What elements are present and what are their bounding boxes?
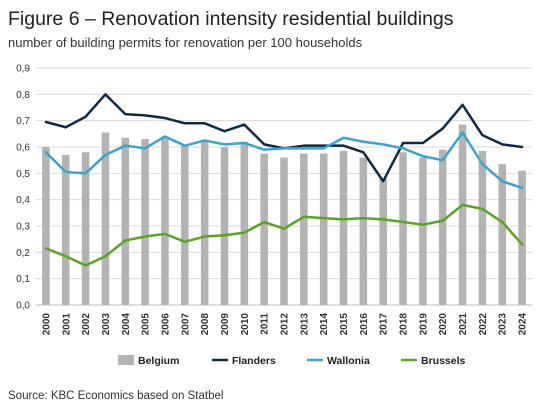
- bar-belgium-2024: [518, 170, 526, 305]
- y-tick-label: 0,0: [16, 301, 30, 312]
- y-tick-label: 0,8: [16, 90, 30, 101]
- x-tick-label: 2010: [240, 313, 251, 336]
- bar-belgium-2014: [319, 153, 328, 305]
- bar-belgium-2009: [220, 147, 229, 305]
- x-tick-label: 2005: [141, 313, 152, 336]
- x-tick-label: 2022: [478, 313, 489, 336]
- bar-belgium-2021: [458, 124, 467, 305]
- y-tick-label: 0,2: [16, 248, 30, 259]
- legend-label-belgium: Belgium: [138, 355, 179, 367]
- x-tick-label: 2002: [81, 313, 92, 336]
- x-tick-label: 2024: [518, 313, 529, 336]
- y-tick-label: 0,9: [16, 64, 30, 75]
- x-tick-label: 2018: [399, 313, 410, 336]
- source-note: Source: KBC Economics based on Statbel: [8, 390, 224, 402]
- legend-label-wallonia: Wallonia: [327, 355, 370, 367]
- y-tick-label: 0,7: [16, 116, 30, 127]
- bar-belgium-2010: [240, 141, 249, 305]
- x-tick-label: 2007: [180, 313, 191, 336]
- x-tick-label: 2009: [220, 313, 231, 336]
- x-tick-label: 2015: [339, 313, 350, 336]
- bar-belgium-2020: [438, 149, 447, 305]
- bar-belgium-2007: [181, 144, 189, 305]
- legend-swatch-belgium: [118, 355, 134, 365]
- bar-belgium-2006: [161, 136, 169, 305]
- x-tick-label: 2014: [319, 313, 330, 336]
- x-tick-label: 2004: [121, 313, 132, 336]
- x-tick-label: 2013: [299, 313, 310, 336]
- y-tick-label: 0,5: [16, 169, 30, 180]
- x-tick-label: 2016: [359, 313, 370, 336]
- x-tick-label: 2012: [280, 313, 291, 336]
- x-tick-label: 2020: [438, 313, 449, 336]
- x-tick-label: 2003: [101, 313, 112, 336]
- bar-belgium-2000: [42, 147, 50, 305]
- bar-belgium-2022: [478, 150, 487, 305]
- legend-label-flanders: Flanders: [232, 355, 276, 367]
- x-tick-label: 2023: [498, 313, 509, 336]
- x-tick-label: 2006: [160, 313, 171, 336]
- bar-belgium-2003: [101, 132, 110, 305]
- bar-belgium-2015: [339, 150, 348, 305]
- bar-belgium-2013: [300, 153, 308, 305]
- x-tick-label: 2021: [458, 313, 469, 336]
- legend-label-brussels: Brussels: [421, 355, 466, 367]
- bar-belgium-2017: [379, 178, 387, 305]
- chart-subtitle: number of building permits for renovatio…: [8, 35, 363, 50]
- bar-belgium-2018: [399, 152, 407, 305]
- x-tick-label: 2000: [41, 313, 52, 336]
- y-tick-label: 0,3: [16, 222, 30, 233]
- bar-belgium-2001: [61, 154, 70, 305]
- chart-title: Figure 6 – Renovation intensity resident…: [8, 8, 454, 30]
- bar-belgium-2023: [498, 164, 507, 305]
- series-line-brussels: [44, 203, 524, 267]
- bar-belgium-2004: [121, 137, 130, 305]
- y-tick-label: 0,6: [16, 143, 30, 154]
- x-tick-label: 2001: [61, 313, 72, 336]
- x-tick-label: 2011: [260, 313, 271, 335]
- x-tick-label: 2017: [379, 313, 390, 336]
- x-tick-label: 2008: [200, 313, 211, 336]
- bar-belgium-2011: [260, 153, 268, 305]
- y-tick-label: 0,4: [16, 195, 30, 206]
- y-tick-label: 0,1: [16, 274, 30, 285]
- bar-belgium-2005: [141, 139, 149, 305]
- bar-belgium-2008: [200, 141, 209, 305]
- bar-belgium-2019: [419, 157, 427, 305]
- bar-belgium-2012: [280, 157, 288, 305]
- x-tick-label: 2019: [418, 313, 429, 336]
- series-line-wallonia: [44, 131, 524, 190]
- bar-belgium-2016: [359, 157, 368, 305]
- bar-belgium-2002: [81, 152, 90, 305]
